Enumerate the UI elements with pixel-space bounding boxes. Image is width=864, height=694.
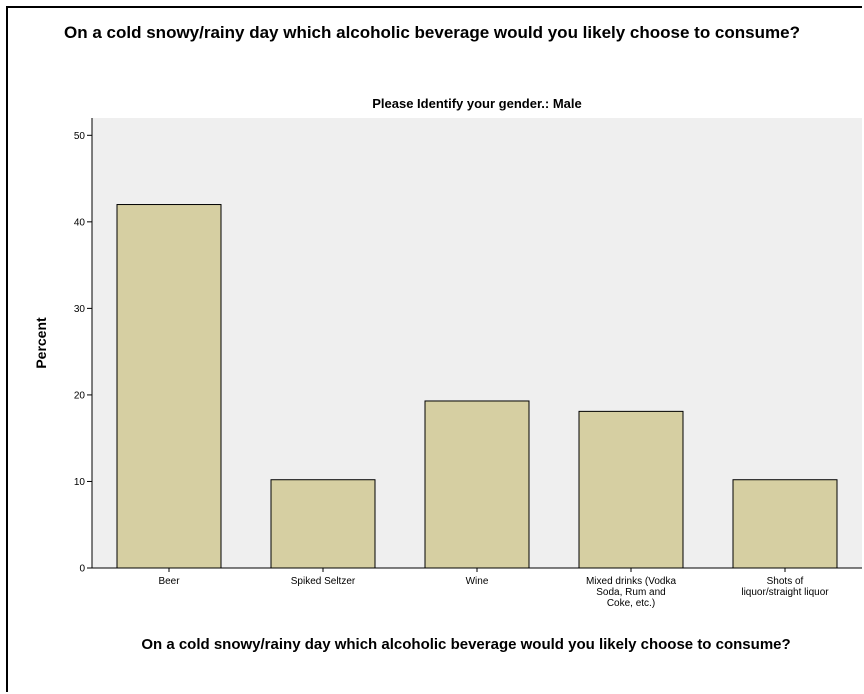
- bar: [578, 410, 684, 569]
- x-tick-label: Spiked Seltzer: [291, 576, 356, 587]
- y-tick-label: 20: [74, 390, 86, 401]
- y-tick-label: 10: [74, 477, 86, 488]
- panel-title: Please Identify your gender.: Male: [372, 96, 582, 111]
- category-labels: Beer Spiked Seltzer Wine Mixed drinks (Vodk…: [158, 576, 829, 609]
- x-tick-label: Wine: [466, 576, 489, 587]
- x-tick-label: Shots of liquor/straight liquor: [741, 576, 829, 598]
- y-tick-label: 30: [74, 304, 86, 315]
- y-axis-title: Percent: [33, 317, 49, 369]
- x-axis: [92, 567, 862, 572]
- y-axis: 0 10 20 30 40 50: [74, 118, 93, 575]
- chart-title: On a cold snowy/rainy day which alcoholi…: [64, 23, 800, 42]
- bar: [116, 204, 222, 569]
- x-axis-title: On a cold snowy/rainy day which alcoholi…: [141, 636, 791, 653]
- y-tick-label: 0: [79, 564, 85, 575]
- x-tick-label: Beer: [158, 576, 180, 587]
- y-tick-label: 50: [74, 131, 86, 142]
- bar: [270, 479, 376, 569]
- x-tick-label: Mixed drinks (Vodka Soda, Rum and Coke, et…: [586, 576, 676, 609]
- bar: [732, 479, 838, 569]
- y-tick-label: 40: [74, 217, 86, 228]
- bars: [116, 204, 838, 569]
- bar: [424, 400, 530, 569]
